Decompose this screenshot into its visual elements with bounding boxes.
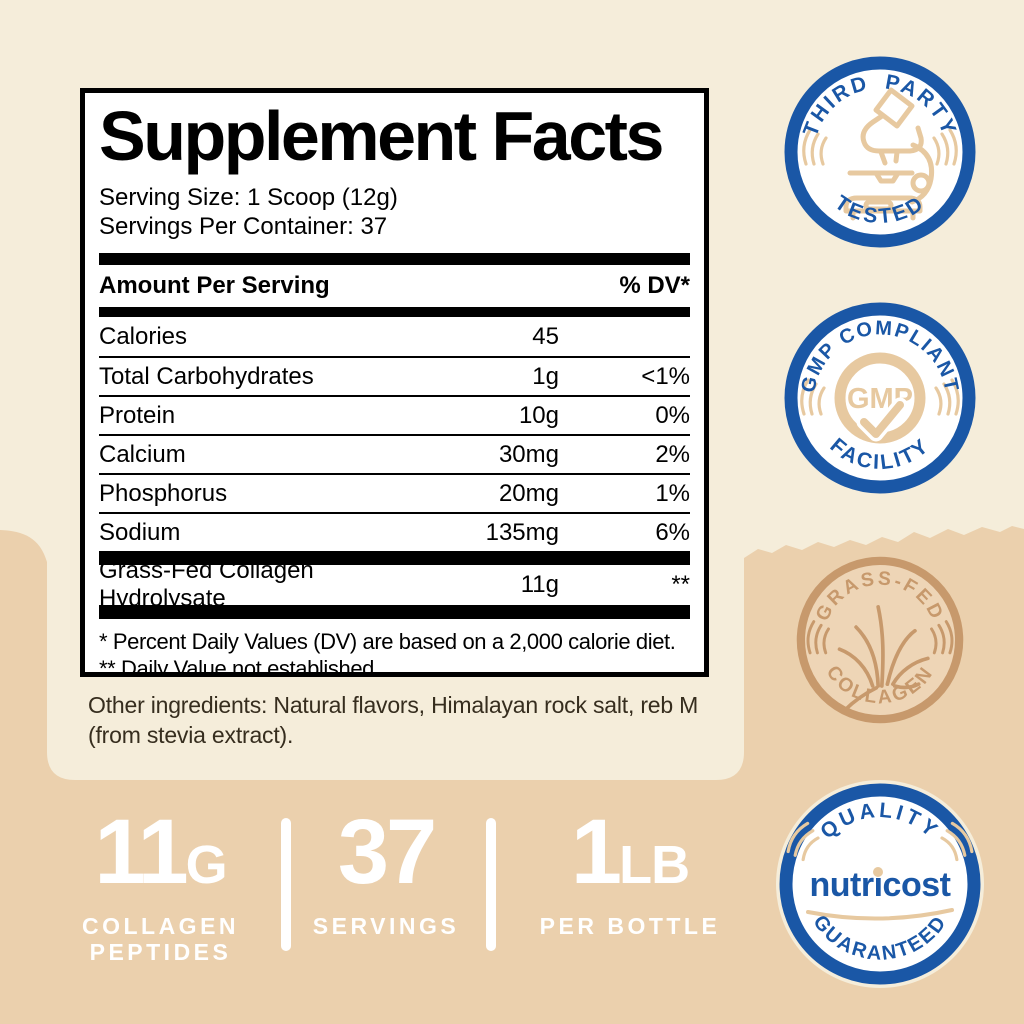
table-row: Total Carbohydrates 1g <1% [99, 356, 690, 395]
nutrient-name: Grass-Fed Collagen Hydrolysate [99, 557, 314, 612]
speed-lines-icon [800, 378, 960, 416]
thick-rule [99, 253, 690, 265]
table-row: Calories 45 [99, 317, 690, 356]
nutrient-amount: 30mg [498, 440, 559, 468]
stat-collagen-peptides: 11G COLLAGEN PEPTIDES [58, 806, 263, 965]
footnote-dv: * Percent Daily Values (DV) are based on… [99, 629, 676, 654]
nutrient-name: Calories [99, 322, 188, 350]
nutrient-name: Protein [99, 401, 176, 429]
speed-lines-icon [786, 821, 974, 862]
supplement-facts-panel: Supplement Facts Serving Size: 1 Scoop (… [80, 88, 709, 677]
stat-divider [486, 818, 496, 951]
thick-rule [99, 551, 690, 565]
stat-label: PER BOTTLE [539, 913, 721, 939]
microscope-icon [843, 87, 935, 221]
grass-icon [837, 605, 930, 712]
nutrient-dv: <1% [641, 362, 690, 390]
gmp-compliant-badge: GMP GMP COMPLIANT FACILITY [784, 302, 976, 494]
amount-per-serving-header: Amount Per Serving [99, 272, 330, 299]
stat-value: 1LB [570, 801, 690, 903]
nutrient-amount: 135mg [485, 518, 559, 546]
nutrient-name: Phosphorus [99, 479, 228, 507]
nutrient-dv: 1% [655, 479, 690, 507]
nutrient-amount: 10g [518, 401, 559, 429]
wordmark-dot-icon [873, 867, 883, 877]
footnote-not-established: ** Daily Value not established. [99, 656, 380, 677]
nutricost-quality-badge: nutricost QUALITY GUARANTEED [776, 780, 984, 988]
thick-rule [99, 605, 690, 619]
nutrient-amount: 11g [520, 571, 559, 598]
other-ingredients-text: Other ingredients: Natural flavors, Hima… [88, 692, 699, 748]
nutrient-amount: 20mg [498, 479, 559, 507]
nutrient-dv: 6% [655, 518, 690, 546]
nutrient-amount: 1g [532, 362, 559, 390]
grass-fed-collagen-badge: GRASS-FED COLLAGEN [796, 556, 964, 724]
table-row: Protein 10g 0% [99, 395, 690, 434]
stat-value: 11G [94, 801, 227, 903]
panel-title: Supplement Facts [99, 97, 664, 175]
servings-per-container: Servings Per Container: 37 [99, 213, 388, 240]
stat-per-bottle: 1LB PER BOTTLE [510, 806, 750, 939]
serving-size: Serving Size: 1 Scoop (12g) [99, 184, 398, 211]
third-party-tested-badge: THIRD PARTY TESTED [784, 56, 976, 248]
nutrient-name: Calcium [99, 440, 186, 468]
table-row: Phosphorus 20mg 1% [99, 473, 690, 512]
nutrient-name: Sodium [99, 518, 181, 546]
nutrient-amount: 45 [532, 322, 559, 350]
nutrient-dv: ** [671, 571, 690, 598]
stat-value: 37 [337, 801, 437, 903]
facts-header-row: Amount Per Serving % DV* [99, 265, 690, 307]
wordmark-swoosh-icon [806, 908, 954, 921]
collagen-row: Grass-Fed Collagen Hydrolysate 11g ** [99, 557, 690, 612]
table-row: Calcium 30mg 2% [99, 434, 690, 473]
nutrient-dv: 2% [655, 440, 690, 468]
speed-lines-icon [806, 620, 954, 655]
gmp-checkmark-icon: GMP [834, 352, 926, 444]
nutrient-name: Total Carbohydrates [99, 362, 314, 390]
stat-servings: 37 SERVINGS [296, 806, 476, 939]
stat-label: SERVINGS [312, 913, 460, 939]
stat-divider [281, 818, 291, 951]
thick-rule [99, 307, 690, 317]
nutrient-dv: 0% [655, 401, 690, 429]
dv-header: % DV* [619, 272, 690, 299]
stat-label: COLLAGEN PEPTIDES [81, 913, 240, 965]
tan-region-shape [0, 526, 1024, 1024]
table-row: Sodium 135mg 6% [99, 512, 690, 551]
speed-lines-icon [802, 128, 958, 166]
